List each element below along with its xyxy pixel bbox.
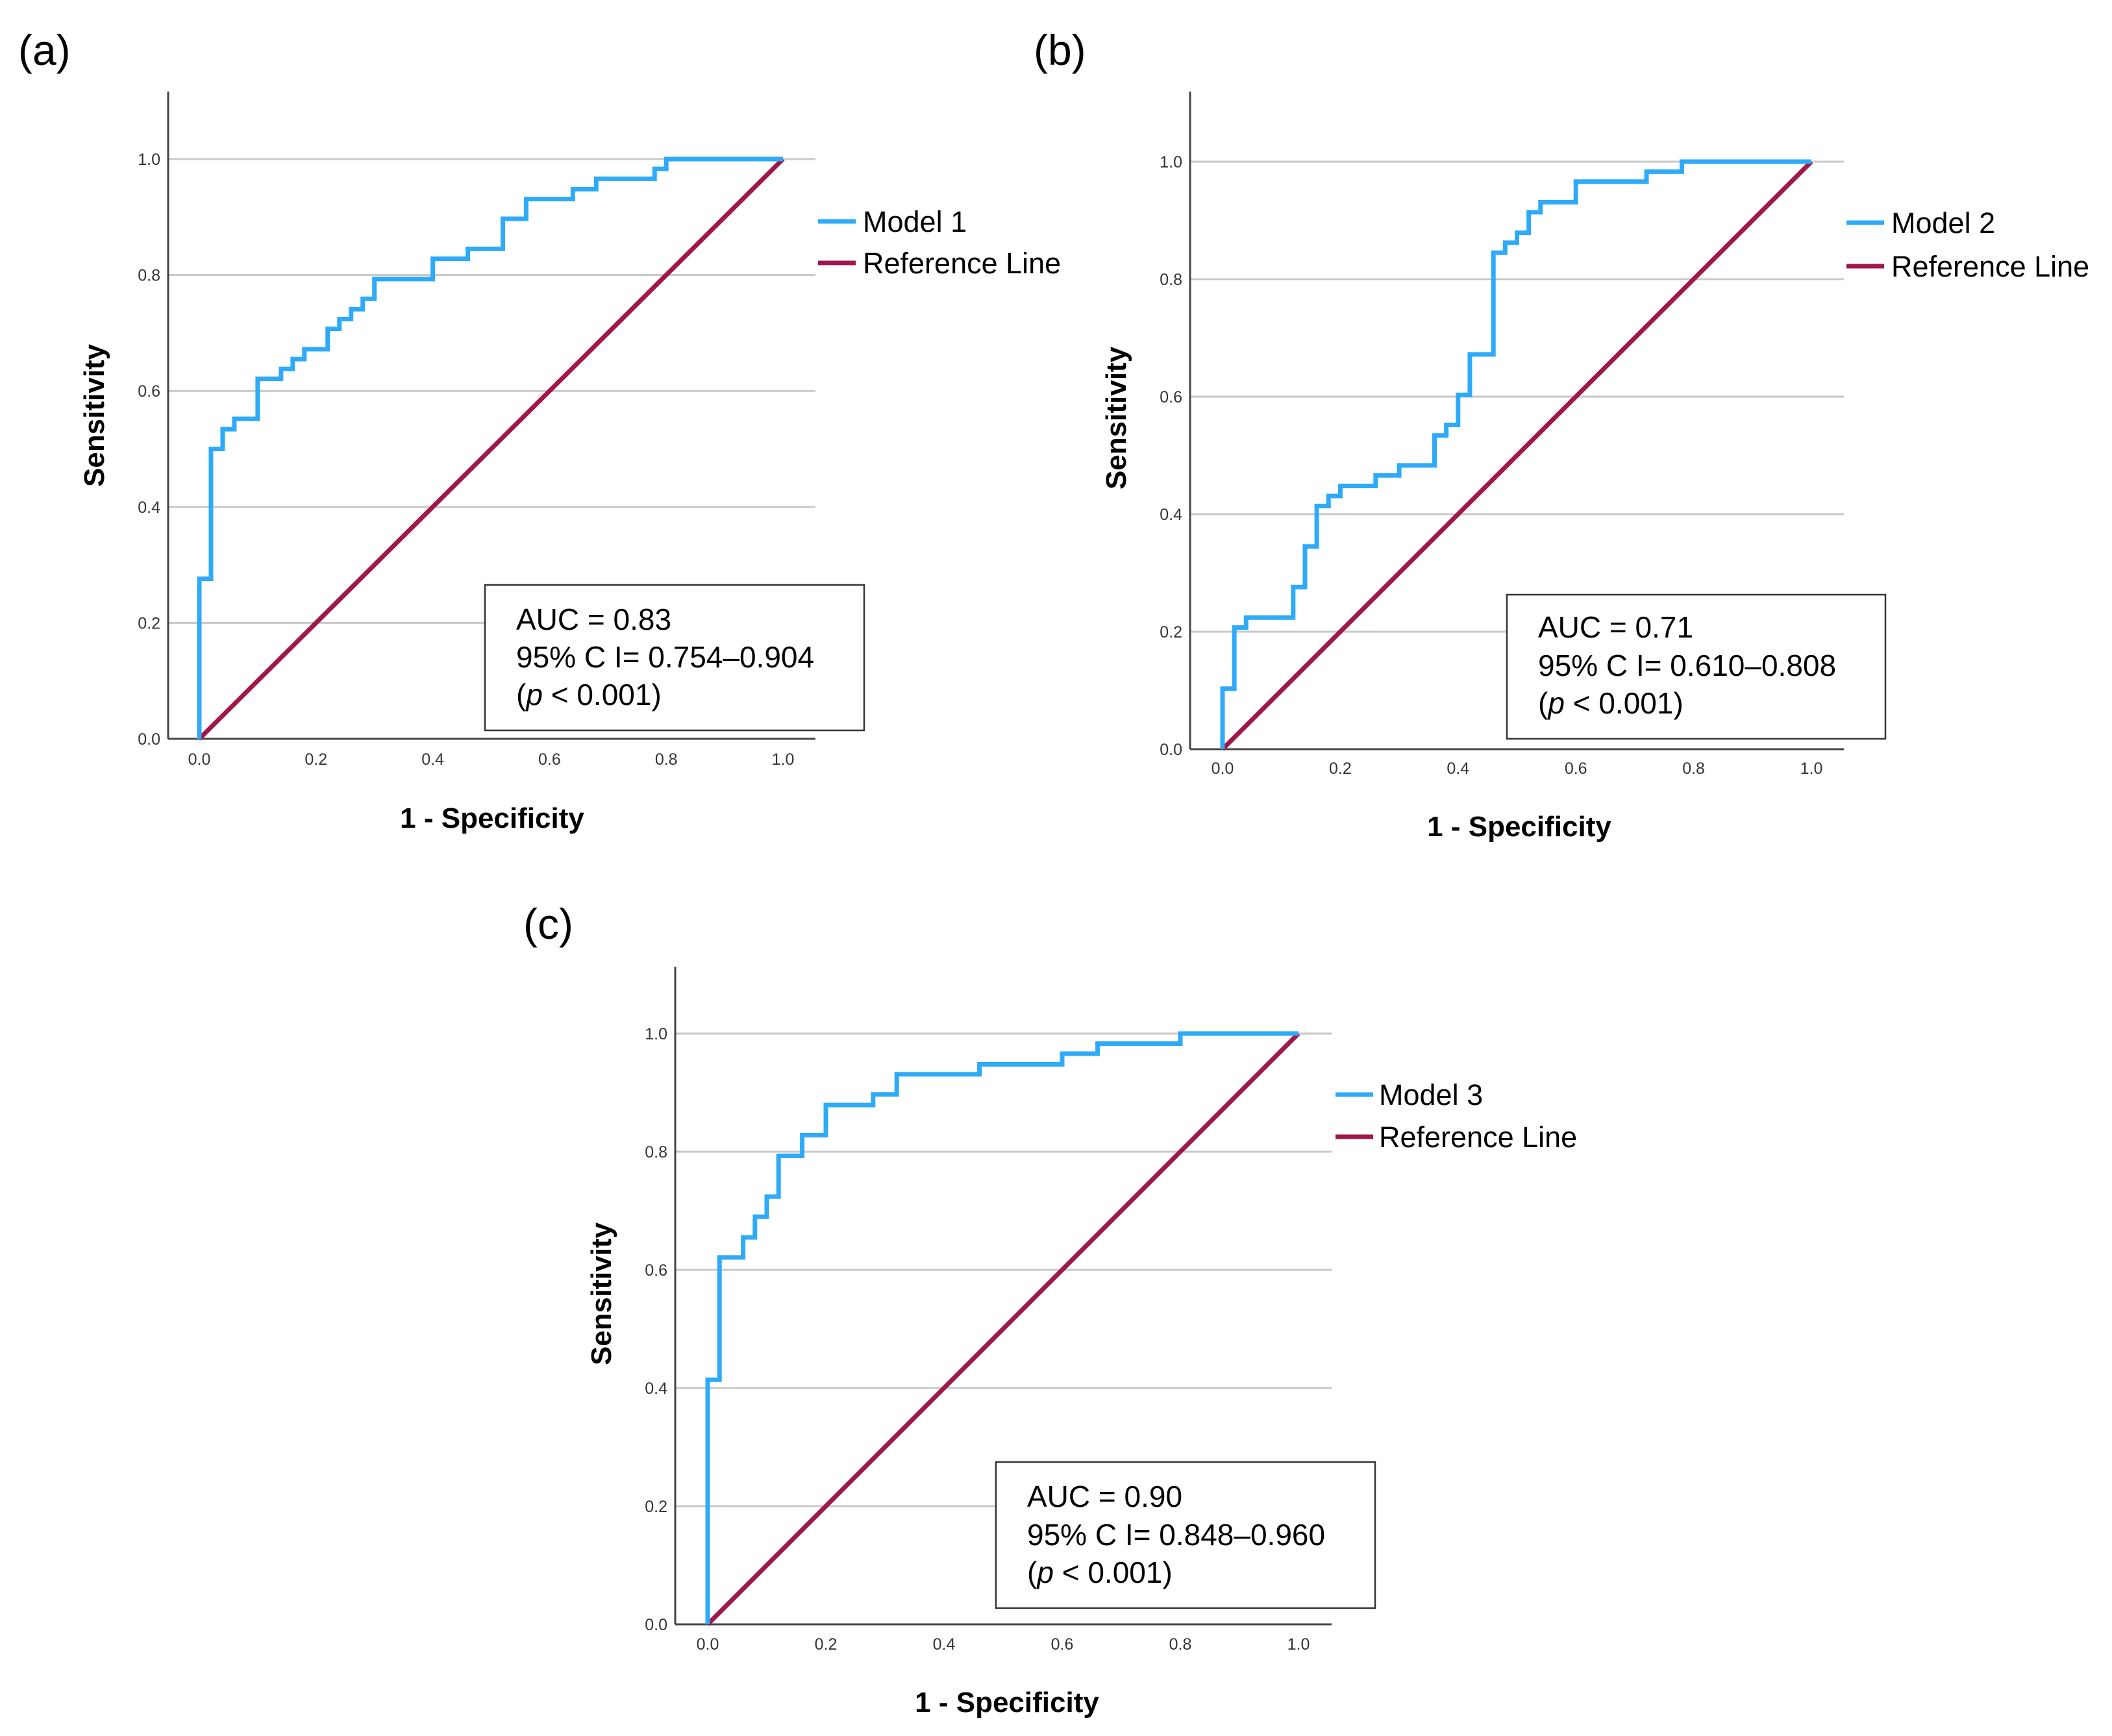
legend-label-model: Model 2 [1891,206,1995,240]
y-tick-label: 0.8 [138,267,160,285]
p-symbol: p [1036,1556,1054,1589]
auc-value: AUC = 0.90 [1027,1480,1182,1513]
x-tick-label: 0.8 [1169,1635,1192,1654]
p-open: ( [1027,1556,1037,1589]
y-tick-label: 0.2 [645,1498,667,1516]
x-tick-label: 0.6 [538,750,561,769]
auc-ci: 95% C I= 0.610–0.808 [1538,649,1836,682]
y-tick-label: 1.0 [1160,153,1182,171]
roc-panel-b: (b) 0.0 0.2 0.4 0.6 0.8 1.0 0.0 0.2 0.4 0.6 0.8 1.0 1… [1034,26,2089,843]
x-tick-label: 0.8 [655,750,678,769]
p-open: ( [1538,686,1548,720]
auc-ci: 95% C I= 0.848–0.960 [1027,1518,1325,1552]
x-tick-label: 0.6 [1565,760,1587,778]
panel-label: (b) [1034,26,1086,74]
roc-panel-a: (a) 0.0 0.2 0.4 0.6 0.8 1.0 0.0 0.2 0.4 0.6 0.8 1.0 1… [18,26,1061,834]
x-tick-label: 0.2 [815,1635,838,1654]
x-tick-label: 0.8 [1682,760,1705,778]
y-tick-label: 0.4 [1160,506,1182,524]
auc-value: AUC = 0.71 [1538,610,1693,644]
x-tick-label: 0.6 [1051,1635,1074,1654]
auc-ci: 95% C I= 0.754–0.904 [516,640,814,674]
x-tick-label: 0.0 [1211,760,1234,778]
x-tick-label: 0.4 [1447,760,1469,778]
auc-p-value: (p < 0.001) [516,678,662,712]
p-rest: < 0.001) [1054,1556,1173,1589]
y-tick-label: 0.8 [645,1143,667,1161]
x-axis-title: 1 - Specificity [1427,811,1611,843]
y-tick-label: 0.2 [138,614,160,632]
auc-box [1506,593,1887,740]
x-tick-label: 0.4 [933,1635,956,1654]
y-tick-label: 0.6 [138,382,160,401]
auc-value: AUC = 0.83 [516,602,671,636]
roc-curve [1220,159,1811,749]
p-rest: < 0.001) [543,678,662,712]
x-tick-label: 1.0 [1800,760,1823,778]
y-axis-title: Sensitivity [1100,346,1132,490]
x-tick-label: 1.0 [1287,1635,1310,1654]
y-tick-label: 0.0 [138,730,160,749]
x-tick-label: 0.0 [188,750,211,769]
panel-label: (a) [18,26,71,74]
auc-p-value: (p < 0.001) [1538,686,1683,720]
legend-label-reference: Reference Line [863,247,1061,280]
y-tick-label: 0.0 [645,1616,667,1634]
y-tick-label: 0.2 [1160,623,1182,641]
y-tick-label: 0.6 [1160,388,1182,406]
panel-label: (c) [523,900,573,948]
x-tick-label: 0.4 [421,750,444,769]
y-tick-label: 0.0 [1160,741,1182,759]
auc-box [484,584,865,732]
y-tick-label: 0.6 [645,1261,667,1280]
y-tick-label: 1.0 [645,1025,667,1043]
x-tick-label: 0.0 [697,1635,719,1654]
p-symbol: p [525,678,543,712]
x-tick-label: 1.0 [772,750,795,769]
x-tick-label: 0.2 [304,750,327,769]
p-symbol: p [1547,686,1565,720]
reference-line [197,157,785,741]
reference-line [706,1032,1300,1626]
legend-label-model: Model 3 [1379,1078,1483,1111]
p-open: ( [516,678,527,712]
y-axis-title: Sensitivity [79,343,110,487]
x-tick-label: 0.2 [1329,760,1352,778]
x-axis-title: 1 - Specificity [400,802,584,834]
auc-p-value: (p < 0.001) [1027,1556,1173,1589]
y-tick-label: 0.8 [1160,271,1182,289]
y-tick-label: 1.0 [138,151,160,169]
reference-line [1221,160,1813,751]
y-tick-label: 0.4 [645,1380,667,1398]
y-tick-label: 0.4 [138,499,160,517]
x-axis-title: 1 - Specificity [915,1687,1099,1718]
roc-curve [197,156,783,739]
legend-label-model: Model 1 [863,205,967,238]
y-axis-title: Sensitivity [586,1222,617,1365]
legend-label-reference: Reference Line [1891,250,2089,283]
p-rest: < 0.001) [1565,686,1683,720]
roc-panel-c: (c) 0.0 0.2 0.4 0.6 0.8 1.0 0.0 0.2 0.4 0.6 0.8 1.0 1… [523,900,1577,1718]
auc-box [995,1461,1376,1609]
legend-label-reference: Reference Line [1379,1121,1577,1154]
roc-curve [705,1031,1298,1624]
